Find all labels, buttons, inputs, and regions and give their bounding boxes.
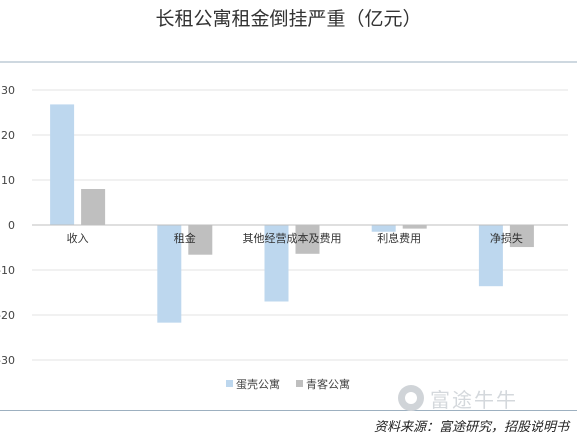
x-category-label: 租金 — [174, 231, 196, 245]
legend-label: 蛋壳公寓 — [236, 377, 280, 391]
bar-danke-3 — [371, 225, 396, 232]
bar-qingke-0 — [81, 189, 106, 225]
bar-danke-4 — [478, 225, 503, 287]
y-tick-label: 0 — [8, 219, 15, 232]
x-category-label: 利息费用 — [377, 231, 421, 245]
y-tick-label: 20 — [1, 129, 15, 142]
y-tick-label: -20 — [0, 309, 15, 322]
bar-qingke-1 — [188, 225, 213, 255]
bottom-divider — [0, 410, 577, 411]
bar-qingke-4 — [509, 225, 534, 248]
bar-qingke-3 — [402, 225, 427, 229]
legend-swatch — [296, 380, 303, 387]
x-category-label: 其他经营成本及费用 — [243, 231, 342, 245]
bar-danke-1 — [157, 225, 182, 323]
legend-label: 青客公寓 — [306, 377, 350, 391]
y-tick-label: 10 — [1, 174, 15, 187]
legend-swatch — [226, 380, 233, 387]
bar-qingke-2 — [295, 225, 320, 254]
bar-danke-0 — [50, 104, 75, 225]
y-tick-label: -10 — [0, 264, 15, 277]
y-tick-label: 30 — [1, 84, 15, 97]
x-category-label: 净损失 — [490, 231, 523, 245]
futu-logo-icon — [398, 385, 424, 411]
watermark-text: 富途牛牛 — [430, 387, 518, 412]
y-tick-label: -30 — [0, 354, 15, 367]
bar-danke-2 — [264, 225, 289, 302]
watermark: 富途牛牛 — [398, 384, 577, 412]
source-note: 资料来源：富途研究，招股说明书 — [373, 420, 569, 435]
x-category-label: 收入 — [67, 231, 89, 245]
chart-title: 长租公寓租金倒挂严重（亿元） — [155, 8, 422, 30]
